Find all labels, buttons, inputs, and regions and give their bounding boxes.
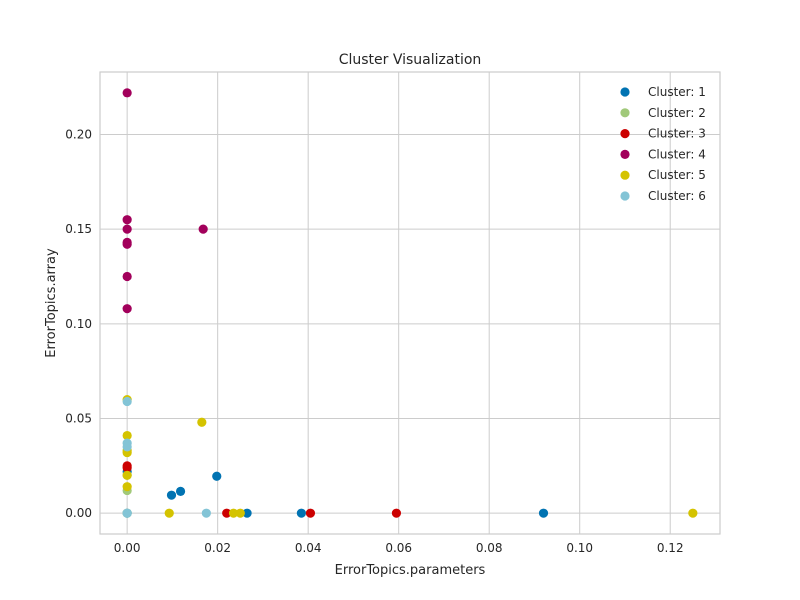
chart-title: Cluster Visualization <box>339 52 482 68</box>
grid <box>100 72 720 534</box>
data-point-cluster-6 <box>122 508 132 518</box>
legend-entry: Cluster: 3 <box>648 127 706 141</box>
data-point-cluster-6 <box>122 396 132 407</box>
y-tick-label: 0.15 <box>65 222 92 236</box>
data-point-cluster-1 <box>175 486 186 496</box>
data-point-cluster-1 <box>296 508 306 518</box>
legend-marker <box>620 108 630 118</box>
data-point-cluster-3 <box>222 508 232 518</box>
data-point-cluster-3 <box>305 508 316 518</box>
legend-entry: Cluster: 5 <box>648 168 706 182</box>
x-tick-label: 0.12 <box>657 541 684 555</box>
data-point-cluster-5 <box>164 508 174 518</box>
legend-entry: Cluster: 6 <box>648 189 706 203</box>
data-point-cluster-5 <box>228 508 239 518</box>
x-tick-label: 0.04 <box>295 541 322 555</box>
y-tick-label: 0.00 <box>65 506 92 520</box>
data-point-cluster-5 <box>122 482 132 492</box>
data-point-cluster-4 <box>122 224 132 234</box>
data-point-cluster-4 <box>122 304 132 314</box>
legend-marker <box>620 191 630 201</box>
data-point-cluster-3 <box>391 508 402 518</box>
data-point-cluster-4 <box>122 88 132 98</box>
data-point-cluster-3 <box>122 463 132 473</box>
data-point-cluster-1 <box>212 471 222 481</box>
y-axis-label: ErrorTopics.array <box>44 248 59 358</box>
data-point-cluster-5 <box>235 508 245 518</box>
legend-entry: Cluster: 4 <box>648 147 706 161</box>
y-tick-label: 0.10 <box>65 317 92 331</box>
data-point-cluster-5 <box>122 470 132 480</box>
legend-entry: Cluster: 2 <box>648 106 706 120</box>
data-point-cluster-5 <box>688 508 698 518</box>
x-tick-label: 0.02 <box>204 541 231 555</box>
legend-marker <box>620 149 630 159</box>
legend-marker <box>620 129 630 139</box>
data-point-cluster-6 <box>201 508 211 518</box>
data-point-cluster-1 <box>166 490 177 500</box>
legend-entry: Cluster: 1 <box>648 85 706 99</box>
data-point-cluster-5 <box>197 417 207 427</box>
y-tick-label: 0.05 <box>65 412 92 426</box>
data-point-cluster-1 <box>538 508 549 518</box>
data-point-cluster-4 <box>122 215 132 225</box>
plot-frame <box>99 71 721 535</box>
y-axis-ticks: 0.00 0.05 0.10 0.15 0.20 <box>65 127 92 520</box>
x-tick-label: 0.00 <box>114 541 141 555</box>
data-points <box>122 88 698 518</box>
legend-marker <box>620 87 630 97</box>
data-point-cluster-5 <box>122 430 132 441</box>
data-point-cluster-1 <box>242 508 252 518</box>
x-axis-label: ErrorTopics.parameters <box>335 563 486 578</box>
data-point-cluster-6 <box>122 442 132 452</box>
data-point-cluster-4 <box>122 239 132 249</box>
x-axis-ticks: 0.00 0.02 0.04 0.06 0.08 0.10 0.12 <box>114 541 684 555</box>
data-point-cluster-4 <box>122 271 132 282</box>
legend-marker <box>620 170 630 180</box>
x-tick-label: 0.10 <box>566 541 593 555</box>
x-tick-label: 0.08 <box>476 541 503 555</box>
y-tick-label: 0.20 <box>65 127 92 141</box>
data-point-cluster-4 <box>198 224 208 234</box>
x-tick-label: 0.06 <box>385 541 412 555</box>
legend: Cluster: 1 Cluster: 2 Cluster: 3 Cluster: 4… <box>620 85 706 203</box>
